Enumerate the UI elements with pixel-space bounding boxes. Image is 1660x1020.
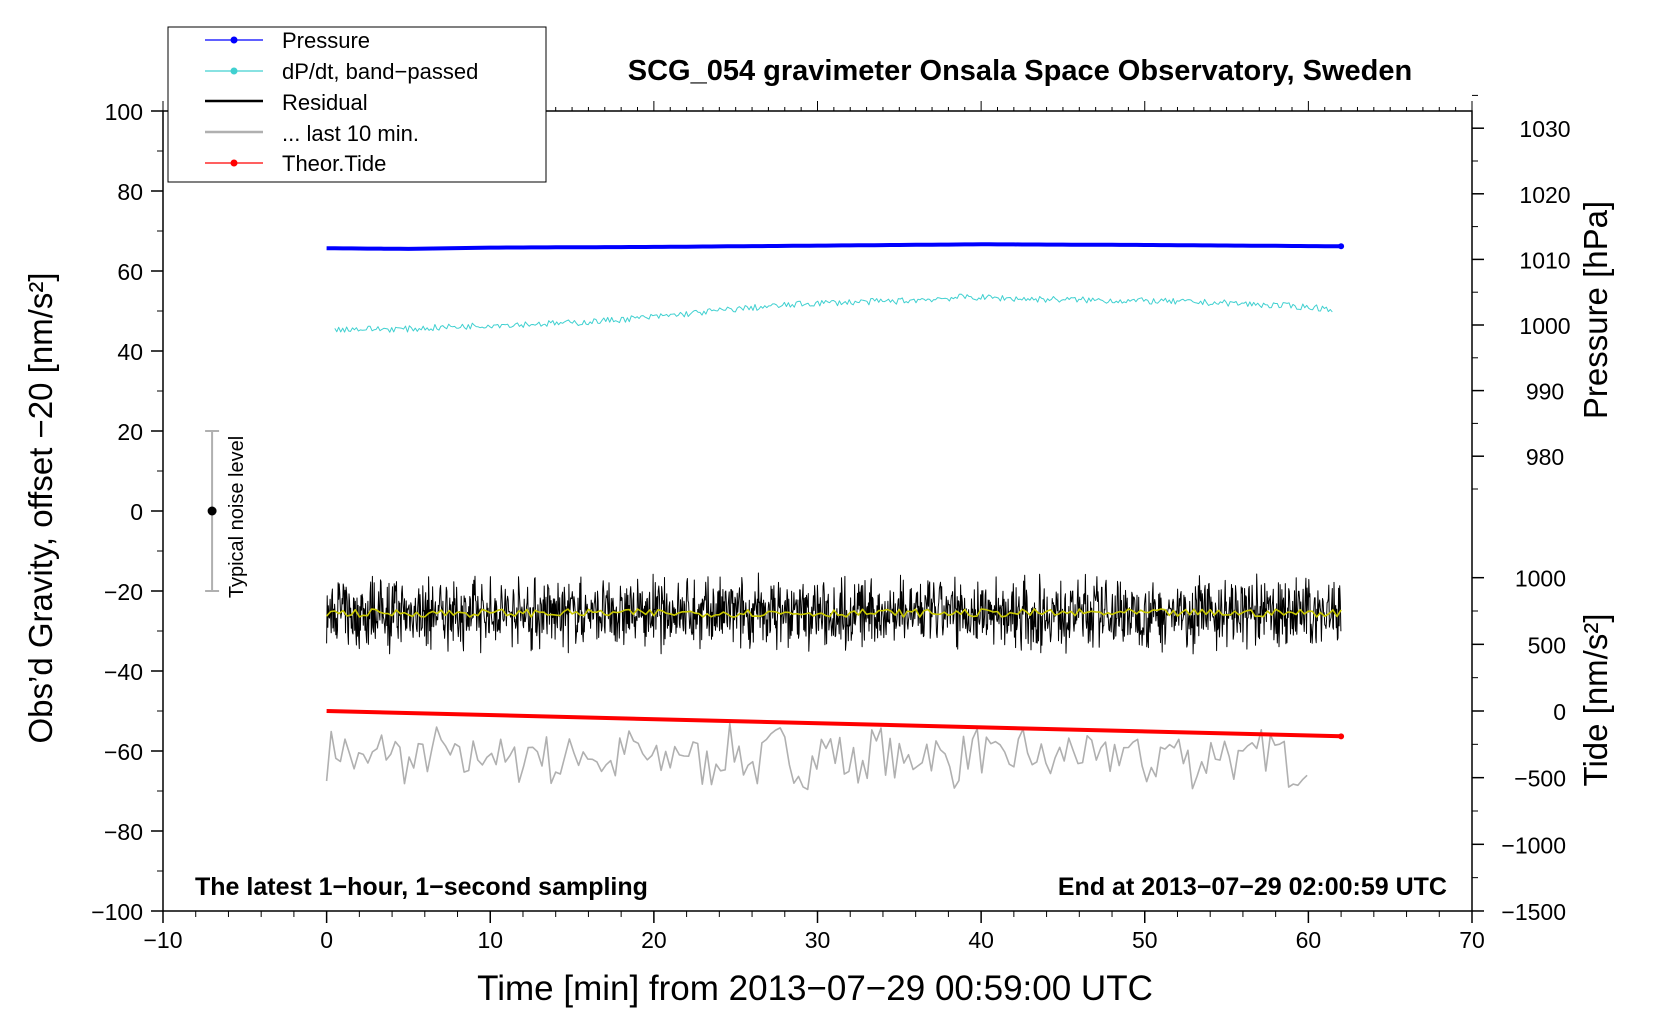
x-axis-label: Time [min] from 2013−07−29 00:59:00 UTC (477, 969, 1153, 1008)
series-pressure (326, 242, 1342, 251)
legend-marker-pressure (230, 36, 238, 44)
noise-center-dot (207, 506, 217, 516)
legend-entry-dpdt: dP/dt, band−passed (205, 59, 478, 84)
legend-marker-tide (230, 159, 238, 167)
tide-tick-label: −1500 (1501, 899, 1566, 925)
y-tick-label: 20 (117, 419, 143, 445)
y-tick-label: 60 (117, 259, 143, 285)
y-tick-label: 40 (117, 339, 143, 365)
pressure-tick-label: 990 (1526, 379, 1564, 405)
x-tick-label: 0 (320, 927, 333, 953)
legend-entry-last10: ... last 10 min. (205, 121, 419, 146)
x-tick-label: 60 (1296, 927, 1322, 953)
noise-indicator: Typical noise level (205, 430, 248, 598)
x-tick-label: −10 (143, 927, 182, 953)
tide-tick-label: 0 (1553, 699, 1566, 725)
y-tick-label: −20 (104, 579, 143, 605)
y-axis-label-gravity: Obs’d Gravity, offset −20 [nm/s²] (22, 272, 59, 743)
y-tick-label: 0 (130, 499, 143, 525)
x-tick-label: 50 (1132, 927, 1158, 953)
legend-label-residual: Residual (282, 90, 368, 115)
annotation-latest-hour: The latest 1−hour, 1−second sampling (195, 873, 648, 901)
x-tick-label: 10 (477, 927, 503, 953)
tide-tick-label: 1000 (1515, 566, 1566, 592)
pressure-tick-label: 980 (1526, 444, 1564, 470)
series-pressure-endpoint (1338, 243, 1345, 250)
tide-tick-label: −1000 (1501, 832, 1566, 858)
x-tick-label: 70 (1459, 927, 1485, 953)
annotation-end-time: End at 2013−07−29 02:00:59 UTC (1058, 873, 1447, 901)
plot-frame (162, 110, 1473, 912)
series-theor-tide (326, 709, 1342, 739)
series-residual-smoothed (326, 608, 1342, 618)
x-tick-label: 30 (805, 927, 831, 953)
legend: Pressure dP/dt, band−passed Residual ...… (167, 26, 547, 183)
pressure-tick-label: 1030 (1519, 116, 1570, 142)
legend-entry-residual: Residual (205, 90, 368, 115)
y-tick-label: −80 (104, 819, 143, 845)
tide-tick-label: 500 (1528, 632, 1566, 658)
chart-title: SCG_054 gravimeter Onsala Space Observat… (628, 55, 1412, 87)
tide-tick-label: −500 (1514, 766, 1566, 792)
series-last-10-min (325, 722, 1308, 791)
y-tick-label: −100 (91, 899, 143, 925)
legend-entry-pressure: Pressure (205, 28, 370, 53)
legend-label-tide: Theor.Tide (282, 151, 386, 176)
x-tick-label: 20 (641, 927, 667, 953)
y-tick-label: 100 (105, 99, 143, 125)
axes-layer: −10 0 10 20 30 40 50 60 70−100−80−60−40−20020406… (91, 94, 1571, 953)
legend-box (167, 26, 547, 183)
pressure-tick-label: 1010 (1519, 247, 1570, 273)
legend-label-last10: ... last 10 min. (282, 121, 419, 146)
y-tick-label: −40 (104, 659, 143, 685)
series-tide-endpoint (1338, 733, 1345, 740)
pressure-tick-label: 1000 (1519, 313, 1570, 339)
legend-label-dpdt: dP/dt, band−passed (282, 59, 478, 84)
y-tick-label: −60 (104, 739, 143, 765)
series-layer (325, 242, 1345, 791)
y-tick-label: 80 (117, 179, 143, 205)
x-tick-label: 40 (968, 927, 994, 953)
legend-entry-tide: Theor.Tide (205, 151, 386, 176)
series-dpdt (334, 293, 1333, 333)
pressure-tick-label: 1020 (1519, 182, 1570, 208)
legend-label-pressure: Pressure (282, 28, 370, 53)
legend-marker-dpdt (230, 67, 238, 75)
y-axis-label-tide: Tide [nm/s²] (1577, 614, 1614, 787)
noise-label: Typical noise level (226, 436, 248, 598)
y-axis-label-pressure: Pressure [hPa] (1577, 201, 1614, 419)
